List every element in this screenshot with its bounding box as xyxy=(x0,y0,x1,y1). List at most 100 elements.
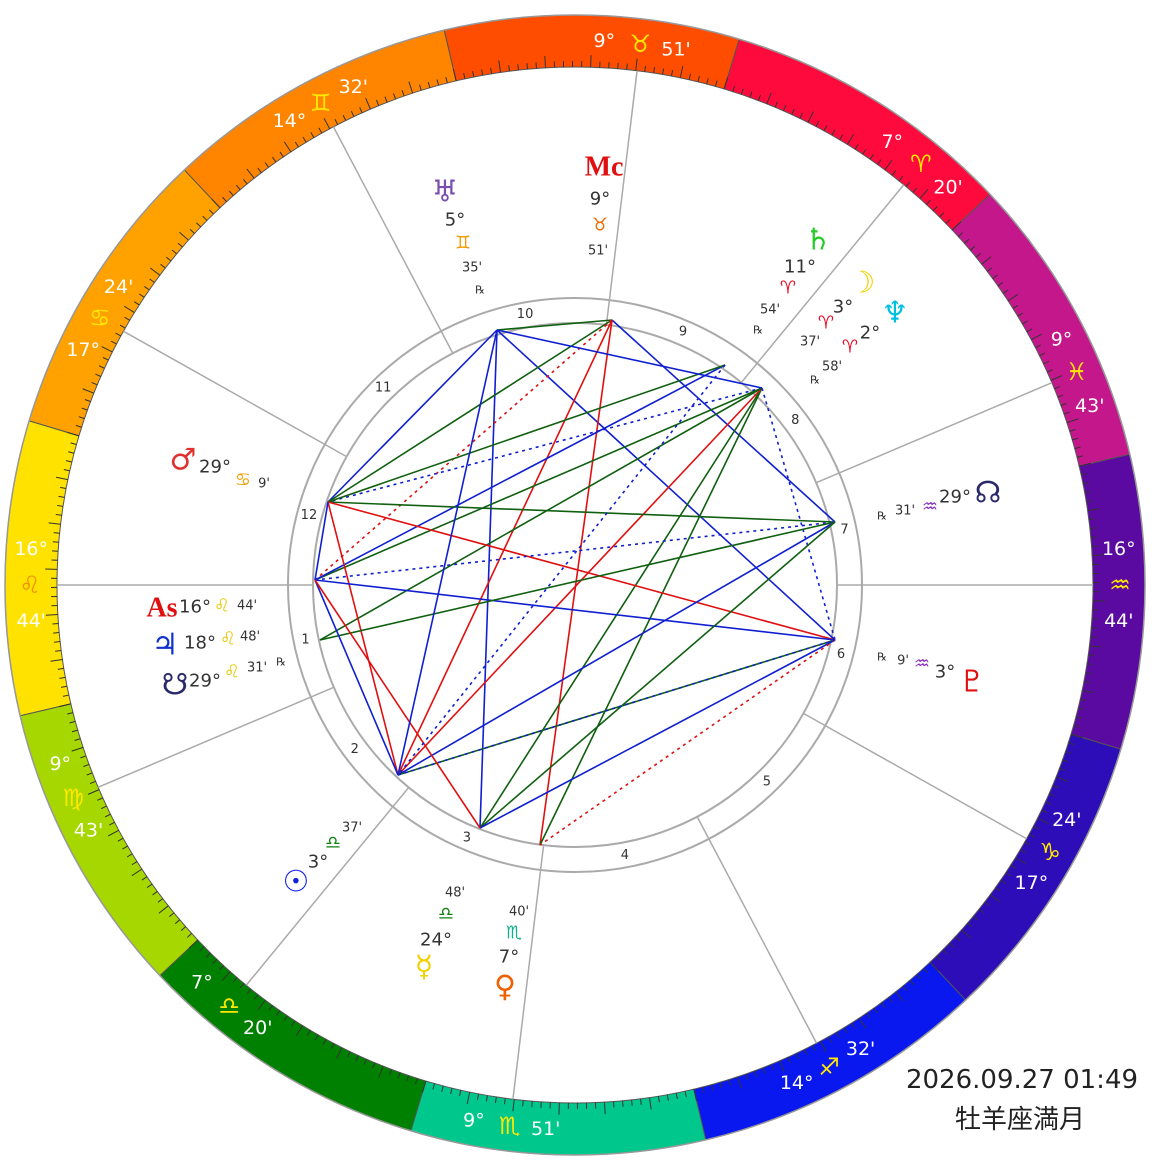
degree-tick xyxy=(688,73,691,80)
degree-tick xyxy=(631,1099,633,1106)
degree-tick xyxy=(1063,411,1070,415)
planet-minute: 9' xyxy=(897,654,909,669)
planet-sign: ♌ xyxy=(220,629,236,650)
aspect-line xyxy=(479,329,498,829)
degree-tick xyxy=(783,105,787,112)
degree-tick xyxy=(1069,428,1076,432)
degree-tick xyxy=(131,868,143,877)
degree-tick xyxy=(847,133,855,145)
degree-tick xyxy=(70,442,77,446)
cusp-sign: ♒ xyxy=(1109,571,1131,599)
cusp-sign: ♈ xyxy=(910,150,932,178)
degree-tick xyxy=(1019,849,1026,854)
degree-tick xyxy=(653,66,656,74)
degree-tick xyxy=(68,451,75,454)
degree-tick xyxy=(283,1015,288,1022)
planet-degree: 29° xyxy=(189,671,221,692)
degree-tick xyxy=(831,129,836,136)
degree-tick xyxy=(48,522,61,525)
degree-tick xyxy=(149,267,161,276)
house-number: 4 xyxy=(621,848,629,863)
aspect-line xyxy=(314,319,613,581)
degree-tick xyxy=(389,1069,393,1076)
degree-tick xyxy=(728,1079,732,1086)
cusp-sign: ♍ xyxy=(63,784,85,812)
cusp-minute: 43' xyxy=(74,820,103,842)
degree-tick xyxy=(57,667,64,670)
degree-tick xyxy=(503,1098,506,1105)
house-number: 12 xyxy=(301,508,318,523)
cusp-sign: ♎ xyxy=(218,992,240,1020)
degree-tick xyxy=(122,845,128,850)
house-number: 9 xyxy=(679,325,687,340)
degree-tick xyxy=(69,720,76,724)
degree-tick xyxy=(604,1102,606,1115)
planet-minute: 48' xyxy=(445,886,465,901)
planet-degree: 16° xyxy=(179,597,211,618)
degree-tick xyxy=(232,977,238,983)
degree-tick xyxy=(795,1053,800,1060)
degree-tick xyxy=(75,424,82,428)
degree-tick xyxy=(61,685,68,688)
degree-tick xyxy=(635,58,638,71)
degree-tick xyxy=(926,199,931,205)
degree-tick xyxy=(65,460,72,463)
degree-tick xyxy=(1050,375,1063,381)
caption: 牡羊座満月 xyxy=(955,1105,1085,1135)
degree-tick xyxy=(787,1057,791,1063)
degree-tick xyxy=(1092,554,1105,556)
sign-segment xyxy=(19,703,199,977)
degree-tick xyxy=(1041,809,1048,813)
degree-tick xyxy=(1073,724,1080,728)
degree-tick xyxy=(264,162,269,168)
aspect-line xyxy=(611,319,836,523)
degree-tick xyxy=(732,85,736,92)
degree-tick xyxy=(414,1078,418,1085)
degree-tick xyxy=(973,915,979,921)
degree-tick xyxy=(133,301,140,306)
degree-tick xyxy=(279,151,284,158)
planet-sign: ♈ xyxy=(818,313,834,334)
planet-retrograde: ℞ xyxy=(753,324,763,337)
degree-tick xyxy=(710,1084,714,1091)
degree-tick xyxy=(740,88,744,95)
degree-tick xyxy=(508,65,510,72)
degree-tick xyxy=(1074,446,1081,450)
degree-tick xyxy=(180,926,186,931)
sign-segment xyxy=(1070,453,1146,750)
cusp-sign: ♊ xyxy=(310,89,332,117)
degree-tick xyxy=(91,382,98,386)
degree-tick xyxy=(257,167,262,174)
cusp-minute: 24' xyxy=(1052,809,1081,831)
degree-tick xyxy=(1043,360,1050,365)
degree-tick xyxy=(1083,680,1090,684)
planet-degree: 5° xyxy=(445,210,465,231)
degree-tick xyxy=(827,1036,832,1043)
degree-tick xyxy=(891,170,897,176)
degree-tick xyxy=(71,746,84,752)
cusp-minute: 20' xyxy=(243,1017,272,1039)
degree-tick xyxy=(318,127,323,134)
cusp-sign: ♏ xyxy=(499,1112,521,1140)
degree-tick xyxy=(302,136,307,143)
degree-tick xyxy=(951,221,962,231)
degree-tick xyxy=(257,999,266,1011)
aspect-line xyxy=(314,521,836,581)
degree-tick xyxy=(992,274,998,279)
degree-tick xyxy=(174,919,181,925)
planet-sign: ♒ xyxy=(922,497,938,518)
degree-tick xyxy=(662,68,665,75)
degree-tick xyxy=(427,81,431,88)
cusp-degree: 9° xyxy=(463,1110,485,1132)
degree-tick xyxy=(670,70,674,77)
degree-tick xyxy=(839,134,844,141)
sign-segment xyxy=(159,939,427,1132)
planet-glyph: ☋ xyxy=(162,668,189,703)
degree-tick xyxy=(939,212,945,218)
planet-glyph: ♆ xyxy=(882,296,909,331)
degree-tick xyxy=(157,898,164,903)
sign-segment xyxy=(951,193,1131,467)
degree-tick xyxy=(544,55,546,68)
degree-tick xyxy=(138,293,145,298)
degree-tick xyxy=(719,1082,723,1089)
